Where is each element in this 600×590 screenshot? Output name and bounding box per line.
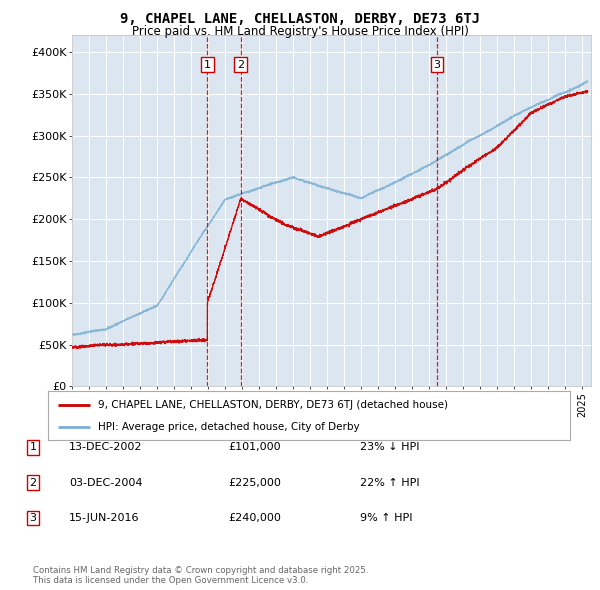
Text: 03-DEC-2004: 03-DEC-2004 (69, 478, 143, 487)
Text: 13-DEC-2002: 13-DEC-2002 (69, 442, 143, 452)
Text: £225,000: £225,000 (228, 478, 281, 487)
Text: 1: 1 (204, 60, 211, 70)
Text: 2: 2 (237, 60, 244, 70)
Text: 23% ↓ HPI: 23% ↓ HPI (360, 442, 419, 452)
Text: 9, CHAPEL LANE, CHELLASTON, DERBY, DE73 6TJ: 9, CHAPEL LANE, CHELLASTON, DERBY, DE73 … (120, 12, 480, 26)
Text: 2: 2 (29, 478, 37, 487)
Text: HPI: Average price, detached house, City of Derby: HPI: Average price, detached house, City… (98, 422, 359, 432)
Text: £101,000: £101,000 (228, 442, 281, 452)
Text: 9, CHAPEL LANE, CHELLASTON, DERBY, DE73 6TJ (detached house): 9, CHAPEL LANE, CHELLASTON, DERBY, DE73 … (98, 399, 448, 409)
Text: 22% ↑ HPI: 22% ↑ HPI (360, 478, 419, 487)
Text: 3: 3 (434, 60, 440, 70)
Text: 3: 3 (29, 513, 37, 523)
Text: 15-JUN-2016: 15-JUN-2016 (69, 513, 139, 523)
Text: 9% ↑ HPI: 9% ↑ HPI (360, 513, 413, 523)
Text: 1: 1 (29, 442, 37, 452)
Text: Contains HM Land Registry data © Crown copyright and database right 2025.
This d: Contains HM Land Registry data © Crown c… (33, 566, 368, 585)
Text: £240,000: £240,000 (228, 513, 281, 523)
Text: Price paid vs. HM Land Registry's House Price Index (HPI): Price paid vs. HM Land Registry's House … (131, 25, 469, 38)
